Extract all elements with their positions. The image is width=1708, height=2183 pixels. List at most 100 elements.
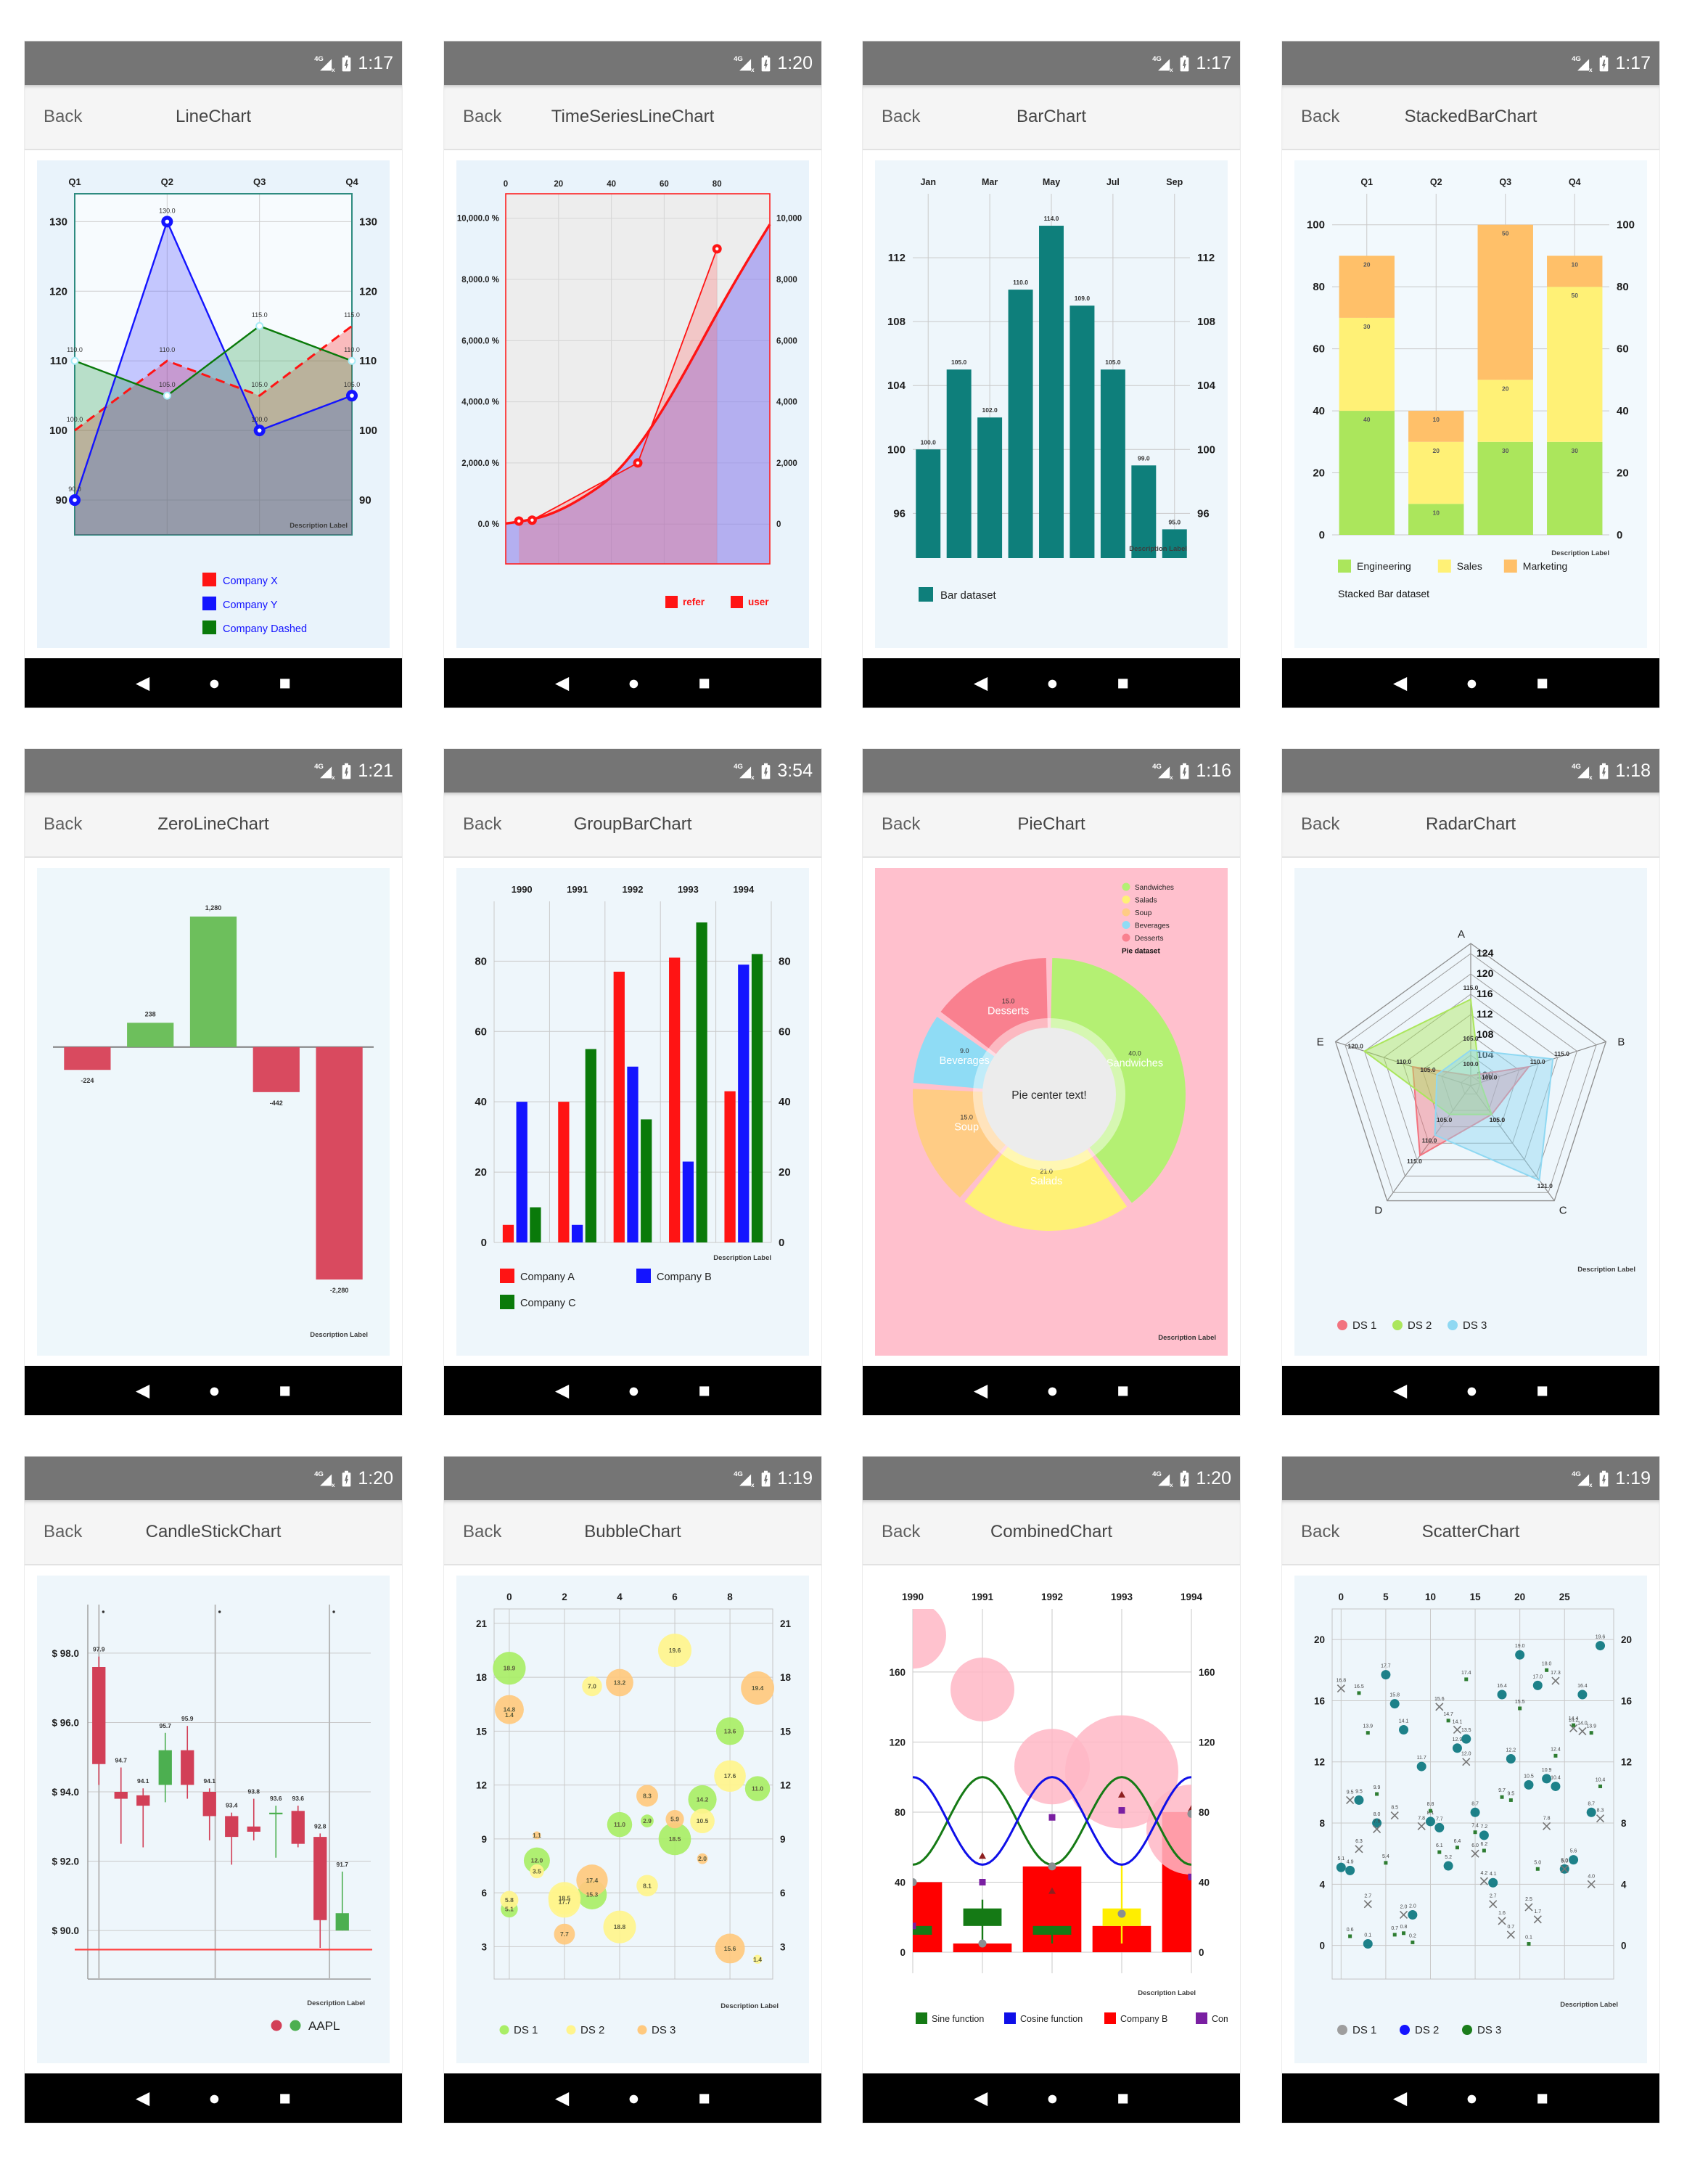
svg-text:92.8: 92.8 — [314, 1822, 327, 1830]
nav-recents-icon[interactable]: ■ — [1117, 671, 1129, 694]
nav-home-icon[interactable]: ● — [208, 1379, 221, 1401]
chart-canvas-combined[interactable]: 0 0 40 40 80 80 120 120 160 160 1990 1991 1992 1993 19… — [875, 1576, 1228, 2063]
nav-home-icon[interactable]: ● — [1466, 2086, 1478, 2109]
phone-screen: 4G x 1:20 CandleStickChart Back $ 90.0 $ … — [25, 1457, 402, 2123]
nav-recents-icon[interactable]: ■ — [1536, 671, 1548, 694]
svg-text:13.9: 13.9 — [1363, 1724, 1373, 1729]
nav-home-icon[interactable]: ● — [1466, 671, 1478, 694]
nav-home-icon[interactable]: ● — [628, 671, 640, 694]
svg-text:17.4: 17.4 — [586, 1877, 599, 1884]
back-button[interactable]: Back — [44, 1522, 83, 1541]
chart-canvas-bar[interactable]: 96 96 100 100 104 104 108 108 112 112 Jan Mar May Jul… — [875, 160, 1228, 648]
svg-text:20: 20 — [1617, 467, 1629, 480]
svg-text:120: 120 — [889, 1737, 906, 1748]
svg-text:Engineering: Engineering — [1357, 560, 1411, 572]
svg-text:0: 0 — [1621, 1941, 1627, 1951]
nav-home-icon[interactable]: ● — [1466, 1379, 1478, 1401]
chart-canvas-candle[interactable]: $ 90.0 $ 92.0 $ 94.0 $ 96.0 $ 98.0 97.9 94.7 94… — [37, 1576, 390, 2063]
svg-text:x: x — [751, 1482, 755, 1487]
svg-text:DS 2: DS 2 — [1415, 2024, 1439, 2036]
chart-canvas-stacked[interactable]: 0 0 20 20 40 40 60 60 80 80 100 100 Q1 Q2 Q3 Q4 40 30 20 10… — [1294, 160, 1647, 648]
svg-text:7.4: 7.4 — [1471, 1824, 1479, 1829]
back-button[interactable]: Back — [463, 1522, 502, 1541]
nav-back-icon[interactable]: ◀ — [555, 672, 570, 693]
phone-screen: 4G x 1:17 StackedBarChart Back 0 0 20 20 40 4… — [1282, 41, 1659, 708]
nav-recents-icon[interactable]: ■ — [698, 1379, 710, 1401]
svg-text:11.0: 11.0 — [752, 1785, 763, 1793]
chart-canvas-bubble[interactable]: 0 2 4 6 8 3 3 6 6 9 9 12 12 15 15 18 18 21 21 18.9 5.1 12.0 15… — [456, 1576, 809, 2063]
chart-canvas-pie[interactable]: Sandwiches Salads Soup Beverages Desserts Pie… — [875, 868, 1228, 1356]
nav-home-icon[interactable]: ● — [628, 1379, 640, 1401]
nav-recents-icon[interactable]: ■ — [1536, 1379, 1548, 1401]
back-button[interactable]: Back — [882, 107, 921, 126]
nav-back-icon[interactable]: ◀ — [136, 672, 150, 693]
battery-icon — [342, 1470, 351, 1486]
svg-text:12.4: 12.4 — [1551, 1747, 1561, 1752]
nav-back-icon[interactable]: ◀ — [1393, 672, 1408, 693]
nav-back-icon[interactable]: ◀ — [555, 2087, 570, 2108]
chart-canvas-group[interactable]: 0 0 20 20 40 40 60 60 80 80 1990 1991 1992 1993 1994 Co… — [456, 868, 809, 1356]
svg-text:DS 2: DS 2 — [580, 2024, 604, 2036]
back-button[interactable]: Back — [1301, 1522, 1340, 1541]
svg-text:130.0: 130.0 — [159, 207, 176, 214]
svg-text:1,280: 1,280 — [205, 904, 222, 912]
nav-back-icon[interactable]: ◀ — [136, 2087, 150, 2108]
nav-recents-icon[interactable]: ■ — [1536, 2086, 1548, 2109]
svg-text:112: 112 — [1477, 1008, 1493, 1020]
svg-text:4.9: 4.9 — [1347, 1859, 1354, 1864]
chart-canvas-zeroline[interactable]: -224 238 1,280 -442 -2,280 Description Label — [37, 868, 390, 1356]
nav-back-icon[interactable]: ◀ — [1393, 2087, 1408, 2108]
chart-content: -224 238 1,280 -442 -2,280 Description Label — [25, 858, 402, 1366]
nav-recents-icon[interactable]: ■ — [1117, 1379, 1129, 1401]
svg-text:9: 9 — [481, 1834, 487, 1845]
svg-text:9.5: 9.5 — [1355, 1789, 1363, 1794]
svg-text:refer: refer — [683, 597, 705, 607]
back-button[interactable]: Back — [1301, 107, 1340, 126]
nav-recents-icon[interactable]: ■ — [279, 2086, 291, 2109]
svg-text:Beverages: Beverages — [940, 1055, 990, 1067]
chart-canvas-timeseries[interactable]: 0 20 40 60 80 0.0 % 0 2,000.0 % 2,000 4,000.0 % 4,… — [456, 160, 809, 648]
back-button[interactable]: Back — [882, 814, 921, 834]
back-button[interactable]: Back — [44, 814, 83, 834]
nav-recents-icon[interactable]: ■ — [279, 1379, 291, 1401]
back-button[interactable]: Back — [463, 814, 502, 834]
svg-text:15.8: 15.8 — [1389, 1693, 1400, 1698]
back-button[interactable]: Back — [463, 107, 502, 126]
nav-home-icon[interactable]: ● — [1046, 671, 1059, 694]
page-title: ZeroLineChart — [157, 814, 269, 834]
chart-canvas-line[interactable]: 90 90 100 100 110 110 120 120 130 130 Q1 Q2 Q3 Q4 100.… — [37, 160, 390, 648]
nav-back-icon[interactable]: ◀ — [1393, 1380, 1408, 1401]
svg-text:17.6: 17.6 — [724, 1772, 736, 1779]
back-button[interactable]: Back — [1301, 814, 1340, 834]
nav-recents-icon[interactable]: ■ — [698, 671, 710, 694]
nav-home-icon[interactable]: ● — [208, 2086, 221, 2109]
nav-back-icon[interactable]: ◀ — [136, 1380, 150, 1401]
nav-recents-icon[interactable]: ■ — [1117, 2086, 1129, 2109]
nav-back-icon[interactable]: ◀ — [974, 1380, 988, 1401]
back-button[interactable]: Back — [882, 1522, 921, 1541]
svg-text:102.0: 102.0 — [982, 406, 998, 414]
svg-text:10.9: 10.9 — [1542, 1768, 1552, 1773]
chart-content: 0 5 10 15 20 25 0 0 4 4 8 8 12 12 16 16 20 20 0.1 4.9 5.1 9.5… — [1282, 1565, 1659, 2073]
svg-text:20: 20 — [1502, 385, 1509, 392]
svg-text:Q4: Q4 — [345, 176, 358, 187]
nav-recents-icon[interactable]: ■ — [279, 671, 291, 694]
nav-back-icon[interactable]: ◀ — [555, 1380, 570, 1401]
nav-back-icon[interactable]: ◀ — [974, 672, 988, 693]
svg-text:16.5: 16.5 — [1354, 1684, 1364, 1690]
status-bar: 4G x 1:20 — [444, 41, 821, 85]
svg-text:80: 80 — [1313, 281, 1325, 293]
nav-back-icon[interactable]: ◀ — [974, 2087, 988, 2108]
nav-home-icon[interactable]: ● — [1046, 2086, 1059, 2109]
svg-text:110.0: 110.0 — [1422, 1136, 1437, 1144]
chart-canvas-scatter[interactable]: 0 5 10 15 20 25 0 0 4 4 8 8 12 12 16 16 20 20 0.1 4.95.1 9.5… — [1294, 1576, 1647, 2063]
nav-home-icon[interactable]: ● — [628, 2086, 640, 2109]
nav-recents-icon[interactable]: ■ — [698, 2086, 710, 2109]
battery-icon — [761, 1470, 771, 1486]
nav-home-icon[interactable]: ● — [208, 671, 221, 694]
chart-content: 96 96 100 100 104 104 108 108 112 112 Jan Mar May Jul… — [863, 150, 1240, 658]
chart-canvas-radar[interactable]: 100104108112116120124ABCDE100.0110.0105.… — [1294, 868, 1647, 1356]
back-button[interactable]: Back — [44, 107, 83, 126]
nav-home-icon[interactable]: ● — [1046, 1379, 1059, 1401]
svg-text:12: 12 — [780, 1780, 791, 1791]
